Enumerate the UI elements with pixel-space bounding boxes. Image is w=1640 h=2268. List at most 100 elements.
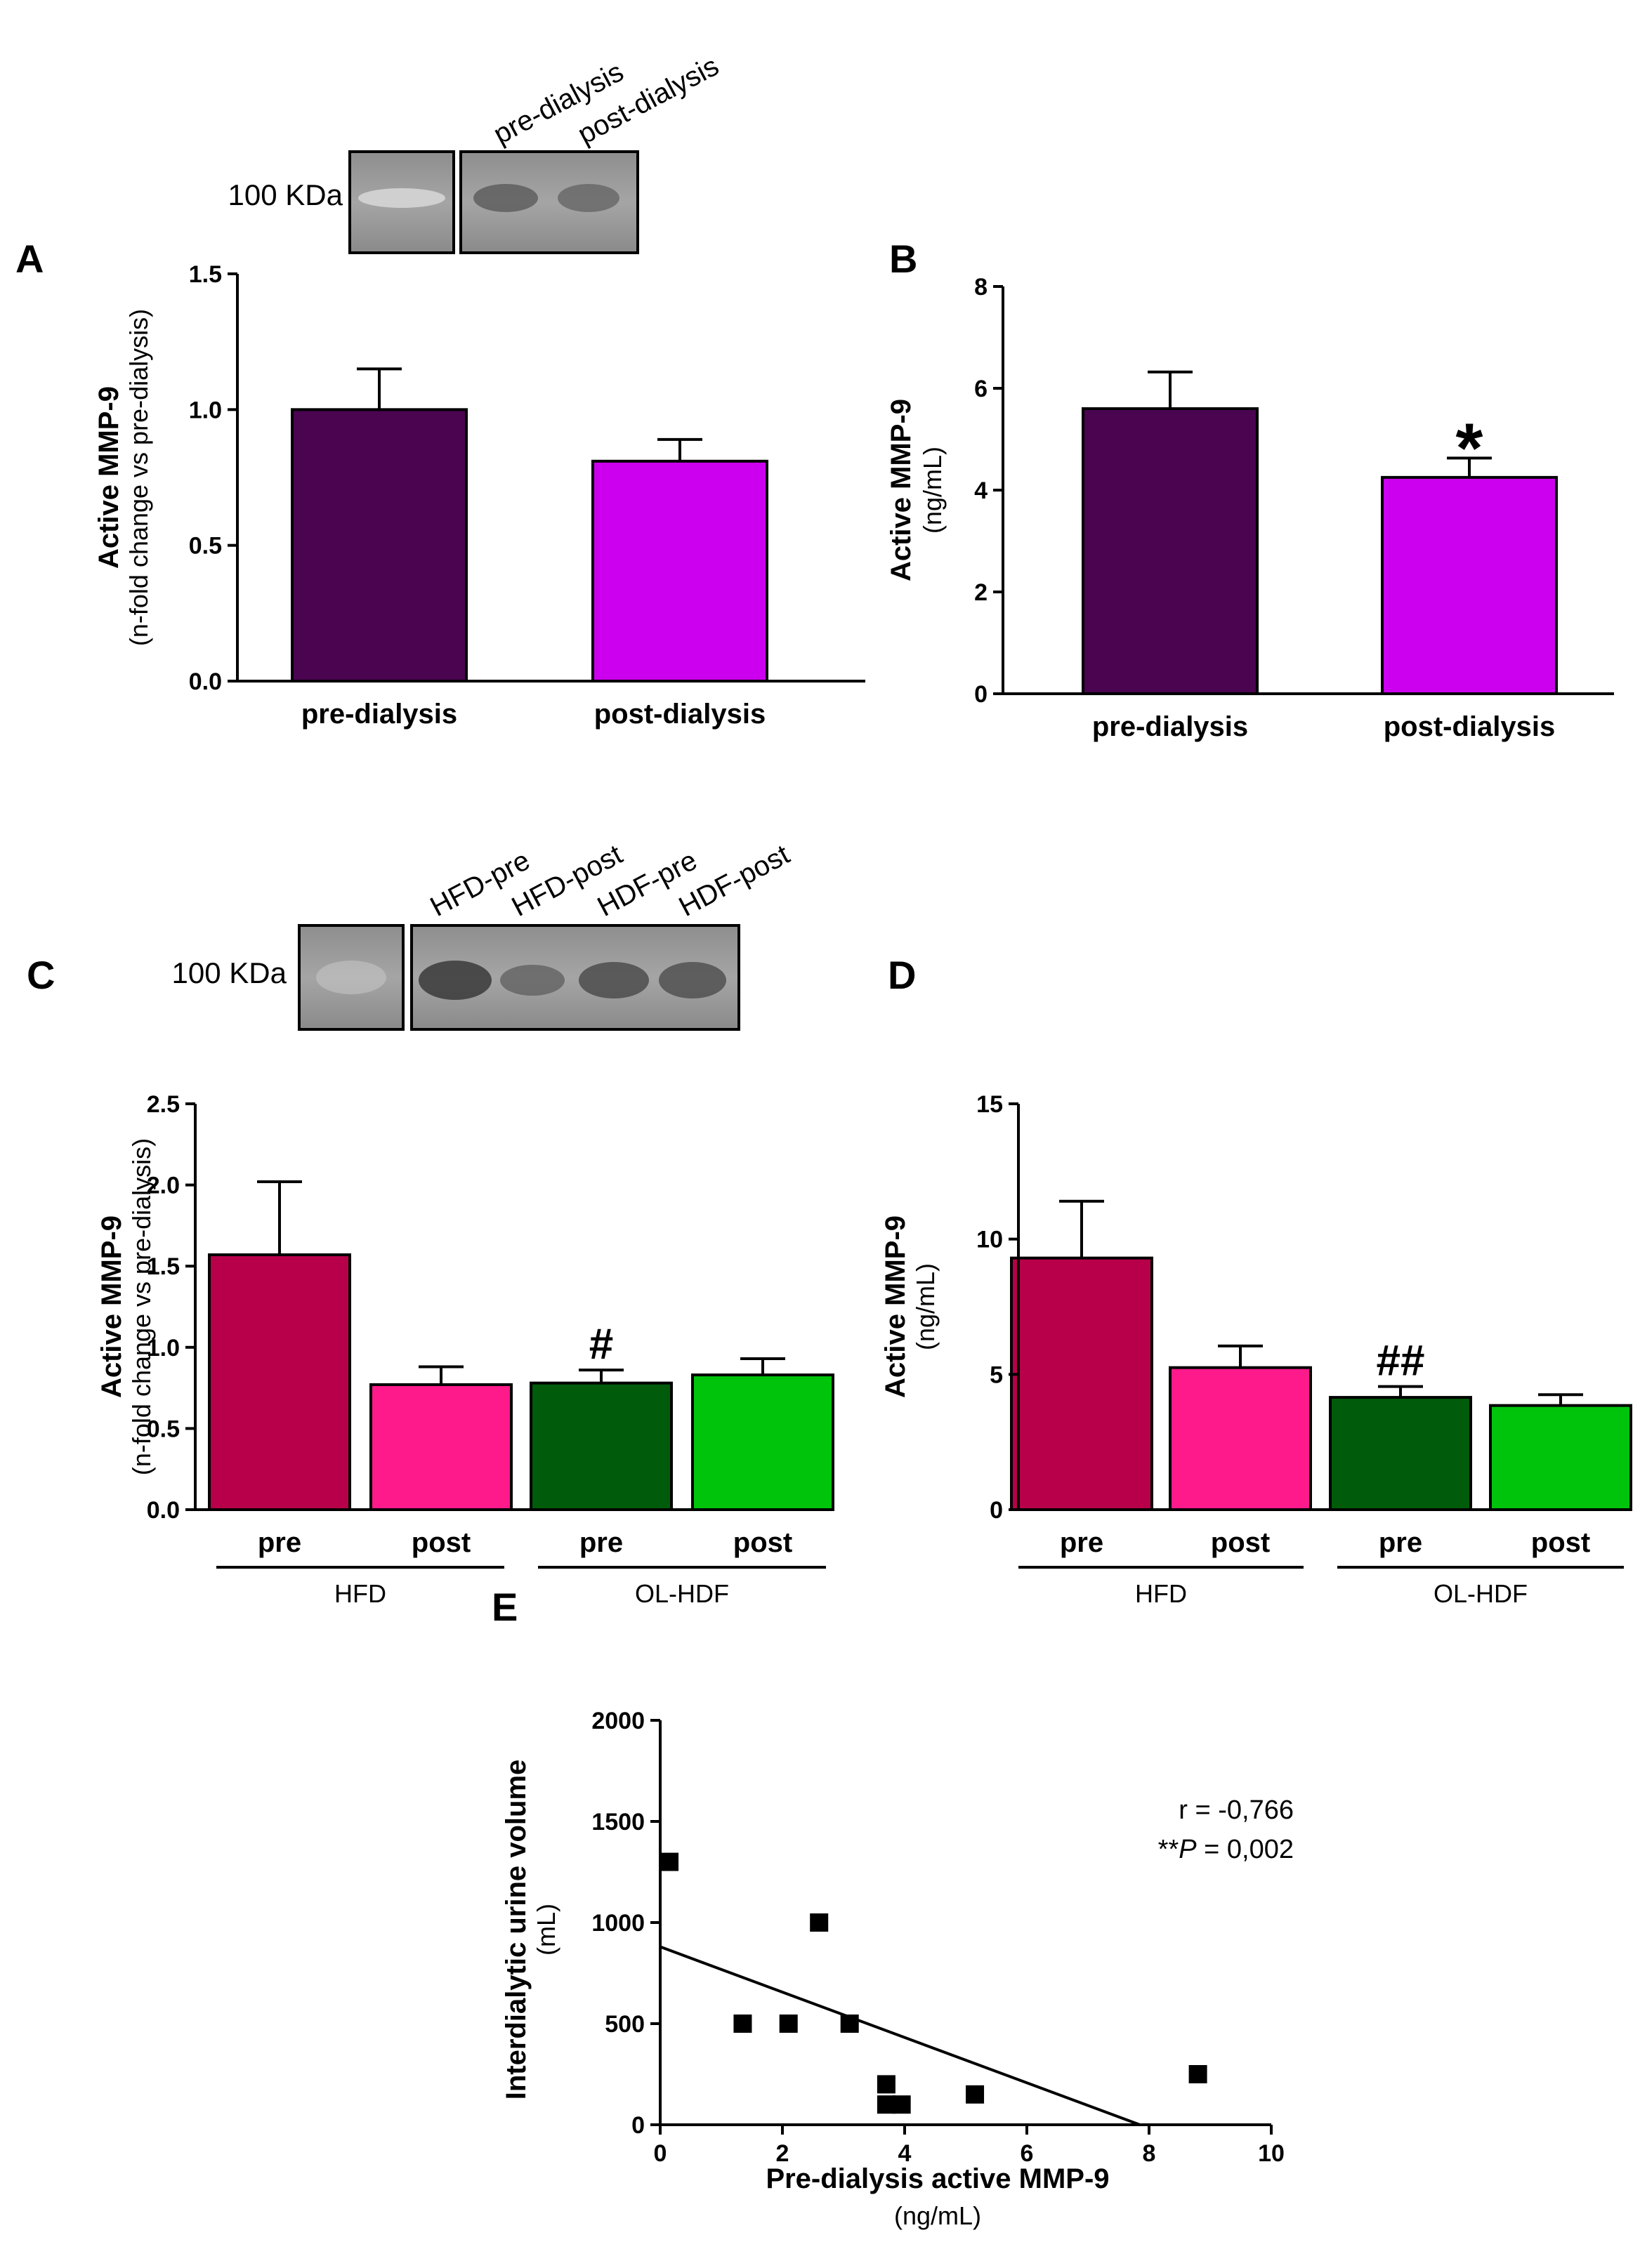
x-category-label: pre-dialysis <box>1092 711 1248 742</box>
y-axis-subtitle: (ng/mL) <box>911 1263 940 1350</box>
y-axis-title: Interdialytic urine volume <box>501 1760 532 2100</box>
data-point <box>966 2085 985 2104</box>
x-tick-label: 2 <box>776 2140 789 2167</box>
x-tick-label: 8 <box>1143 2140 1156 2167</box>
bar <box>369 1383 513 1511</box>
x-category-label: post <box>733 1527 792 1558</box>
gel-bottom-band-hfd-post <box>500 965 565 996</box>
y-axis-subtitle: (ng/mL) <box>918 447 947 534</box>
gel-bottom-band-hfd-pre <box>419 961 492 1000</box>
y-tick-label: 2000 <box>591 1708 645 1734</box>
y-tick-label: 0 <box>990 1497 1003 1524</box>
y-tick-label: 15 <box>976 1091 1003 1118</box>
y-tick-label: 1500 <box>591 1809 645 1835</box>
bar <box>1169 1366 1312 1511</box>
bar <box>1381 475 1558 695</box>
bar <box>1082 407 1259 695</box>
gel-bottom-band-hdf-pre <box>579 962 649 998</box>
y-tick-label: 1.0 <box>189 397 222 423</box>
y-tick-label: 4 <box>974 477 988 504</box>
x-category-label: pre-dialysis <box>301 699 457 730</box>
y-tick-label: 0.5 <box>147 1416 180 1442</box>
gel-top-marker-band <box>358 188 445 208</box>
gel-top-band-pre <box>473 184 538 212</box>
significance-marker: # <box>589 1320 613 1369</box>
significance-marker: * <box>1456 409 1483 487</box>
y-tick-label: 2 <box>974 579 988 606</box>
data-point <box>810 1913 829 1932</box>
group-label: OL-HDF <box>635 1579 729 1608</box>
panel-label: B <box>889 237 917 281</box>
x-axis-title: Pre-dialysis active MMP-9 <box>766 2163 1109 2194</box>
y-tick-label: 2.5 <box>147 1091 180 1118</box>
data-point <box>733 2015 752 2033</box>
bar <box>1489 1404 1632 1511</box>
data-point <box>1188 2065 1207 2083</box>
bar <box>591 459 768 683</box>
y-axis-subtitle: (n-fold change vs pre-dialysis) <box>127 1138 156 1475</box>
bar <box>1010 1256 1153 1511</box>
x-category-label: pre <box>1379 1527 1422 1558</box>
charts-layer: A 0.0 0.5 1.0 1.5 pre-dialysis post-dialysis Ac… <box>15 237 1632 2230</box>
group-label: HFD <box>1135 1579 1187 1608</box>
bar <box>208 1253 351 1511</box>
y-tick-label: 500 <box>605 2011 645 2038</box>
correlation-r: r = -0,766 <box>1179 1795 1294 1825</box>
y-tick-label: 0 <box>974 681 988 708</box>
x-tick-label: 6 <box>1021 2140 1034 2167</box>
bar <box>1329 1396 1472 1511</box>
y-tick-label: 8 <box>974 274 988 301</box>
bar <box>291 408 468 683</box>
y-axis-title: Active MMP-9 <box>93 386 124 569</box>
y-tick-label: 0.5 <box>189 533 222 560</box>
y-axis-title: Active MMP-9 <box>886 399 917 581</box>
gel-bottom-lane-label: HDF-post <box>674 839 795 923</box>
y-axis-subtitle: (mL) <box>532 1904 560 1956</box>
y-axis-title: Active MMP-9 <box>96 1215 127 1398</box>
panel-label: C <box>27 953 55 997</box>
y-tick-label: 1.5 <box>189 261 222 288</box>
gel-bottom-marker-band <box>316 961 386 994</box>
significance-marker: ## <box>1377 1337 1425 1385</box>
x-tick-label: 10 <box>1258 2140 1285 2167</box>
gel-top-kda-label: 100 KDa <box>228 178 343 211</box>
x-category-label: post <box>1211 1527 1270 1558</box>
gel-top-band-post <box>558 184 619 212</box>
x-category-label: post <box>412 1527 471 1558</box>
y-tick-label: 1.0 <box>147 1335 180 1362</box>
x-category-label: pre <box>258 1527 301 1558</box>
data-point <box>877 2095 896 2114</box>
x-category-label: post <box>1531 1527 1590 1558</box>
y-tick-label: 6 <box>974 376 988 402</box>
panel-label: D <box>888 953 916 997</box>
x-category-label: post-dialysis <box>594 699 766 730</box>
y-axis-subtitle: (n-fold change vs pre-dialysis) <box>124 309 153 646</box>
gel-bottom-kda-label: 100 KDa <box>172 956 287 989</box>
y-tick-label: 0.0 <box>147 1497 180 1524</box>
y-tick-label: 10 <box>976 1227 1003 1253</box>
data-point <box>660 1852 679 1871</box>
panel-label: E <box>492 1585 518 1629</box>
y-tick-label: 1000 <box>591 1910 645 1937</box>
panel-label: A <box>15 237 44 281</box>
gel-bottom: 100 KDa HFD-pre HFD-post HDF-pre HDF-pos… <box>172 839 795 1031</box>
bar <box>691 1373 834 1511</box>
x-axis-subtitle: (ng/mL) <box>894 2201 981 2230</box>
x-tick-label: 0 <box>654 2140 667 2167</box>
x-category-label: pre <box>579 1527 623 1558</box>
y-tick-label: 0 <box>631 2112 645 2139</box>
bar <box>530 1381 673 1511</box>
group-label: OL-HDF <box>1434 1579 1528 1608</box>
group-label: HFD <box>334 1579 386 1608</box>
y-tick-label: 0.0 <box>189 668 222 695</box>
x-category-label: post-dialysis <box>1384 711 1556 742</box>
data-point <box>779 2015 798 2033</box>
x-category-label: pre <box>1060 1527 1103 1558</box>
gel-bottom-band-hdf-post <box>659 962 726 998</box>
regression-line <box>660 1945 1141 2126</box>
data-point <box>877 2075 896 2094</box>
y-tick-label: 2.0 <box>147 1173 180 1199</box>
y-tick-label: 5 <box>990 1362 1003 1388</box>
data-point <box>840 2015 859 2033</box>
y-axis-title: Active MMP-9 <box>880 1215 911 1398</box>
